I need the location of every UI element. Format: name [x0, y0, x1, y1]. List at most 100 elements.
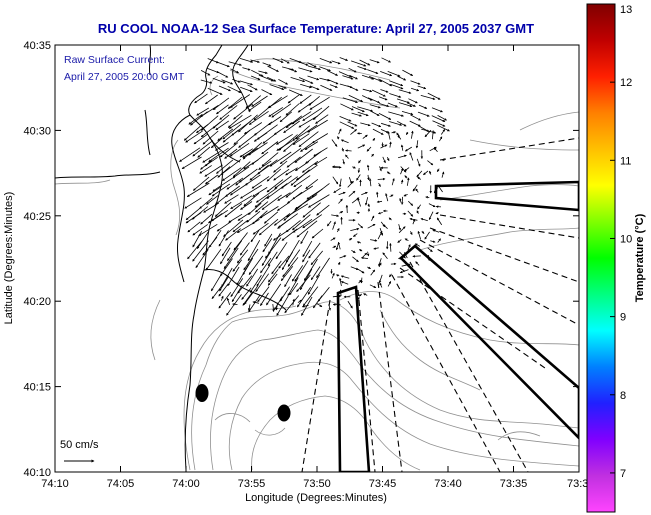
current-vector — [398, 102, 413, 108]
current-vector — [251, 176, 270, 189]
current-vector — [280, 176, 298, 189]
current-vector — [342, 75, 354, 80]
current-vector — [282, 257, 299, 278]
current-vector — [337, 261, 341, 266]
current-vector — [293, 175, 311, 188]
current-vector — [295, 194, 318, 210]
current-vector — [220, 247, 231, 265]
current-vector — [296, 286, 312, 308]
current-vector — [399, 197, 402, 203]
current-vector — [278, 85, 287, 89]
x-tick-label: 74:05 — [107, 478, 135, 490]
current-vector — [311, 228, 324, 239]
x-tick-label: 74:10 — [41, 478, 69, 490]
current-vector — [250, 75, 261, 80]
current-vector — [308, 194, 330, 208]
current-vector — [387, 131, 391, 140]
current-vector — [197, 146, 211, 158]
current-vector — [239, 242, 250, 256]
current-vector — [350, 60, 367, 67]
current-vector — [215, 120, 230, 131]
current-vector — [340, 139, 349, 144]
current-vector — [260, 292, 269, 306]
current-vector — [316, 204, 330, 216]
current-vector — [267, 251, 278, 267]
current-vector — [232, 78, 241, 83]
current-vector — [382, 156, 386, 164]
current-vector — [367, 69, 379, 74]
current-vector — [357, 144, 366, 149]
current-vector — [287, 94, 300, 104]
current-vector — [248, 255, 264, 275]
current-vector — [427, 160, 434, 166]
current-vector — [252, 222, 269, 235]
current-vector — [236, 264, 249, 286]
current-vector — [307, 65, 321, 71]
current-vector — [287, 249, 301, 267]
current-vector — [246, 268, 259, 287]
current-vector — [258, 218, 279, 236]
current-vector — [217, 71, 229, 78]
current-vector — [196, 124, 209, 134]
current-vector — [236, 219, 260, 234]
current-vector — [331, 214, 340, 218]
x-axis-label: Longitude (Degrees:Minutes) — [245, 492, 387, 504]
current-vector — [248, 202, 262, 215]
current-vector — [249, 274, 262, 293]
current-vector — [219, 105, 238, 120]
current-vector — [285, 103, 300, 116]
current-vector — [273, 228, 291, 241]
current-vector — [372, 128, 384, 135]
current-vector — [202, 150, 221, 163]
current-vector — [348, 190, 356, 197]
current-vector — [237, 275, 253, 294]
current-vector — [300, 230, 309, 245]
current-vector — [244, 285, 259, 305]
current-vector — [253, 132, 268, 142]
current-vector — [319, 58, 333, 64]
current-vector — [193, 133, 208, 145]
current-vector — [371, 215, 375, 221]
current-vector — [360, 256, 369, 260]
current-vector — [342, 97, 358, 104]
current-vector — [396, 132, 402, 140]
current-vector — [311, 133, 329, 144]
current-vector — [357, 223, 364, 229]
current-vector — [362, 88, 373, 93]
current-vector — [389, 93, 402, 98]
current-vector — [272, 304, 275, 313]
current-vector — [286, 156, 301, 168]
current-vector — [409, 152, 414, 161]
current-vector — [338, 128, 342, 135]
current-vector — [351, 112, 362, 117]
current-vector — [308, 242, 321, 259]
current-vector — [302, 214, 323, 229]
current-vector — [330, 237, 336, 241]
current-vector — [239, 148, 254, 158]
current-vector — [315, 114, 329, 124]
current-vector — [400, 179, 404, 184]
current-vector — [428, 211, 434, 220]
current-vector — [380, 89, 389, 93]
current-vector — [257, 286, 270, 303]
current-vector — [200, 79, 213, 84]
current-vector — [367, 266, 371, 270]
current-vector — [391, 131, 397, 134]
current-vector — [378, 262, 382, 268]
current-vector — [431, 130, 435, 140]
current-vector — [194, 93, 208, 104]
current-vector — [268, 116, 282, 126]
current-vector — [416, 158, 421, 167]
beam-2 — [399, 244, 579, 440]
current-vector — [224, 148, 238, 159]
current-vector — [289, 282, 299, 296]
current-vector — [202, 130, 219, 145]
current-vector — [226, 177, 244, 190]
current-vector — [386, 157, 390, 162]
current-vector — [425, 196, 430, 199]
current-vector — [237, 212, 251, 221]
current-vector — [418, 104, 428, 109]
current-vector — [371, 122, 382, 128]
current-vector — [204, 94, 218, 105]
current-vector — [192, 224, 208, 236]
